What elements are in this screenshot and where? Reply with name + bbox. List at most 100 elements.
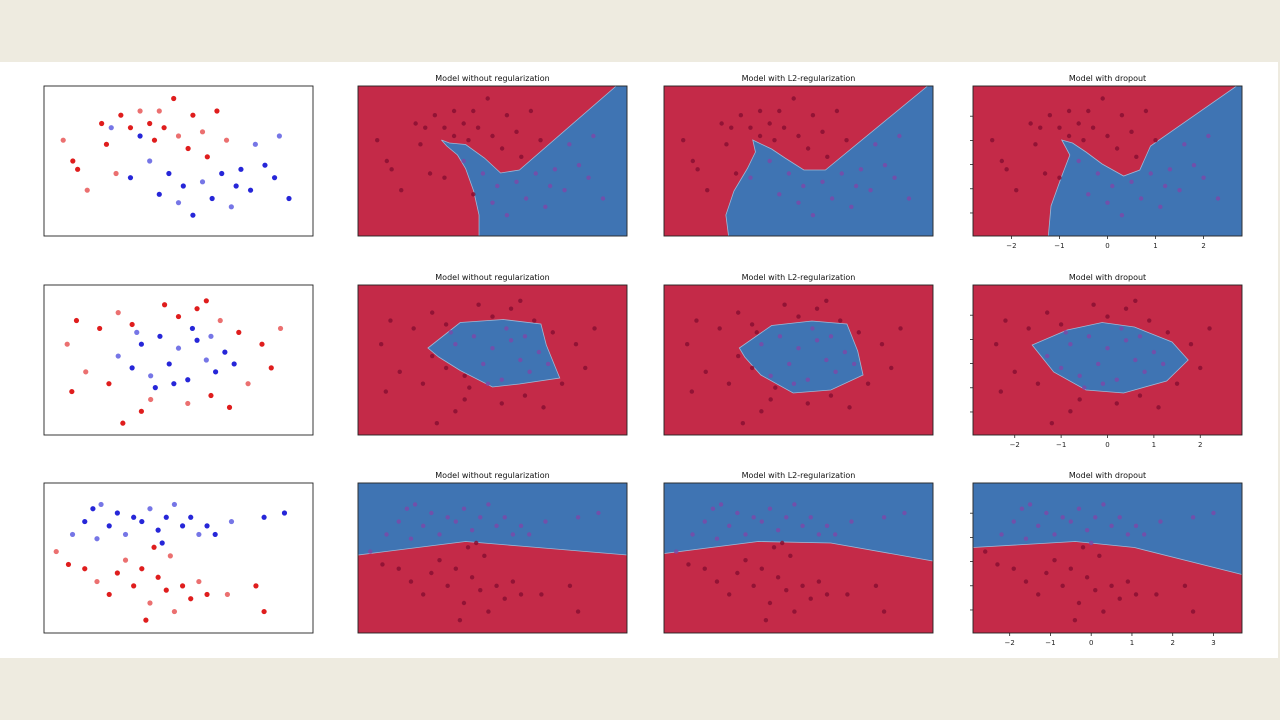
data-point-blue	[810, 212, 816, 218]
data-point-red	[1003, 318, 1008, 323]
data-point-red	[75, 166, 81, 172]
data-point-blue	[858, 167, 864, 172]
data-point-red	[64, 341, 70, 347]
data-point-red	[469, 575, 475, 580]
data-point-red	[190, 112, 196, 118]
data-point-blue	[1133, 523, 1139, 529]
data-point-blue	[816, 532, 822, 537]
data-point-red	[127, 125, 134, 131]
data-point-red	[223, 137, 230, 143]
data-point-red	[735, 570, 740, 576]
data-point-red	[1114, 146, 1120, 151]
data-point-blue	[824, 357, 829, 363]
data-point-blue	[702, 519, 707, 524]
data-point-red	[767, 600, 773, 606]
data-point-blue	[1068, 342, 1073, 347]
data-point-red	[82, 566, 88, 572]
data-point-red	[759, 409, 764, 414]
data-point-blue	[881, 515, 887, 520]
data-point-blue	[586, 175, 591, 180]
data-point-blue	[423, 125, 428, 130]
data-point-red	[471, 108, 476, 114]
data-point-blue	[543, 519, 548, 524]
data-point-blue	[1036, 523, 1041, 529]
data-point-red	[389, 167, 394, 172]
x-tick-label: 0	[1089, 639, 1093, 647]
data-point-red	[834, 108, 840, 114]
data-point-blue	[842, 349, 848, 355]
data-point-red	[175, 313, 182, 320]
data-point-blue	[1082, 385, 1087, 390]
data-point-red	[763, 617, 769, 623]
data-point-blue	[1077, 373, 1082, 378]
data-point-blue	[1141, 532, 1147, 537]
data-point-blue	[448, 330, 453, 335]
data-point-blue	[533, 171, 538, 176]
data-point-blue	[545, 361, 551, 367]
data-point-blue	[490, 200, 495, 205]
data-point-red	[408, 579, 414, 584]
data-point-blue	[1105, 345, 1110, 351]
data-point-red	[740, 420, 746, 426]
data-point-red	[743, 557, 748, 563]
data-point-red	[757, 108, 763, 114]
data-point-blue	[775, 527, 781, 533]
data-point-blue	[127, 175, 134, 181]
data-point-blue	[1019, 506, 1025, 511]
data-point-red	[161, 302, 168, 308]
data-point-red	[1101, 609, 1106, 614]
data-point-blue	[810, 326, 815, 331]
data-point-blue	[485, 381, 491, 386]
data-point-blue	[228, 204, 234, 210]
data-point-red	[161, 125, 167, 131]
data-point-blue	[152, 385, 158, 391]
data-point-blue	[209, 195, 215, 202]
axes-frame	[663, 284, 934, 436]
x-tick-label: 1	[1130, 639, 1134, 647]
data-point-blue	[690, 532, 695, 537]
data-point-red	[1114, 401, 1119, 406]
data-point-blue	[1201, 175, 1206, 180]
data-point-red	[824, 592, 830, 597]
data-point-blue	[1109, 523, 1114, 529]
data-point-blue	[467, 385, 472, 390]
data-point-red	[277, 325, 284, 332]
data-point-blue	[718, 502, 724, 507]
data-point-blue	[1167, 167, 1173, 172]
data-point-red	[519, 154, 524, 160]
data-point-blue	[502, 515, 507, 520]
data-point-red	[204, 154, 210, 160]
data-point-red	[430, 310, 435, 315]
axes-frame	[43, 284, 314, 436]
data-point-red	[151, 137, 158, 143]
data-point-red	[1091, 302, 1096, 307]
data-point-blue	[188, 514, 194, 520]
data-point-red	[138, 408, 144, 414]
data-point-blue	[159, 540, 165, 546]
data-point-blue	[1084, 527, 1090, 533]
data-point-blue	[106, 523, 112, 529]
data-point-red	[1077, 397, 1082, 402]
plot-title: Model without regularization	[435, 74, 549, 83]
data-point-blue	[478, 515, 483, 520]
data-point-red	[253, 583, 259, 589]
data-point-blue	[902, 510, 907, 516]
data-point-blue	[486, 502, 491, 507]
data-point-blue	[727, 523, 732, 529]
data-point-red	[726, 381, 732, 386]
data-point-red	[1097, 553, 1102, 559]
data-point-red	[397, 369, 402, 375]
data-point-blue	[801, 183, 806, 189]
data-point-blue	[412, 502, 418, 507]
data-point-blue	[122, 531, 129, 538]
data-point-red	[208, 392, 214, 399]
x-tick-label: 3	[1211, 639, 1215, 647]
data-point-blue	[1206, 133, 1211, 139]
data-point-blue	[849, 519, 854, 524]
data-point-red	[898, 326, 903, 331]
data-point-blue	[494, 523, 499, 529]
data-point-red	[514, 129, 519, 135]
data-point-red	[808, 596, 813, 601]
data-point-blue	[543, 204, 548, 210]
data-point-red	[84, 187, 90, 193]
